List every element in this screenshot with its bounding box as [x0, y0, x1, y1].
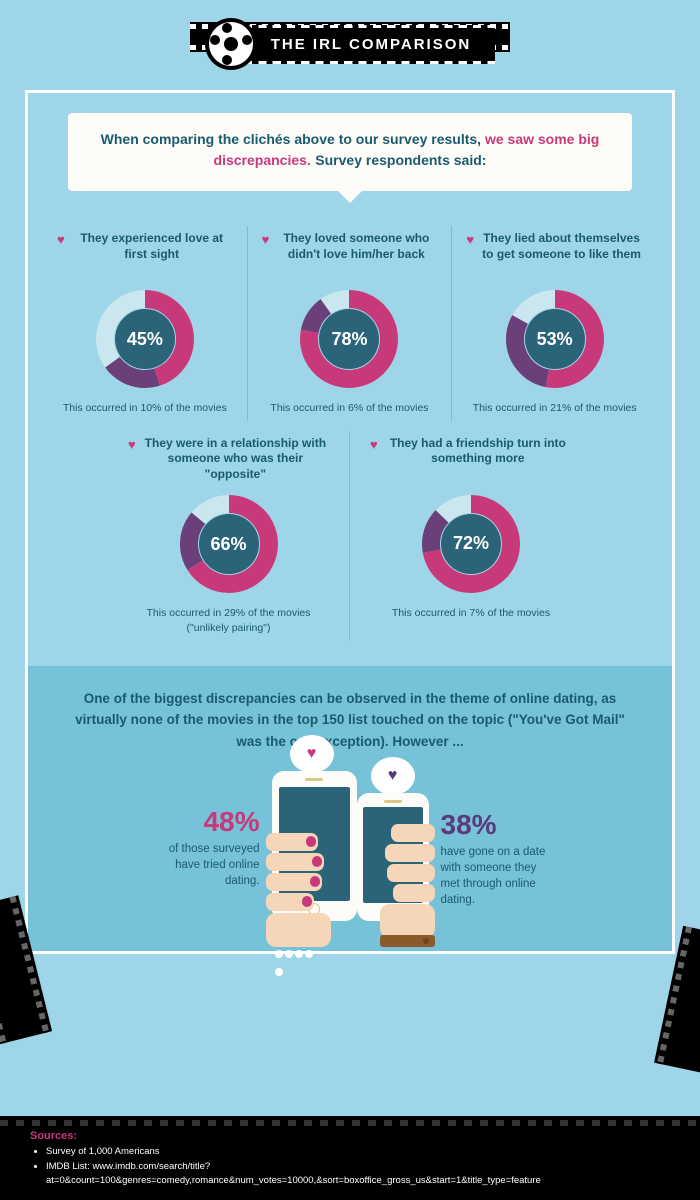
left-stat-text: of those surveyed have tried online dati… — [169, 843, 260, 887]
header: THE IRL COMPARISON — [0, 0, 700, 70]
heart-icon: ♥ — [466, 232, 474, 249]
stat-title: ♥They were in a relationship with someon… — [128, 436, 329, 483]
stats-row-2: ♥They were in a relationship with someon… — [28, 426, 672, 661]
sources-list: Survey of 1,000 AmericansIMDB List: www.… — [30, 1145, 670, 1188]
heart-icon: ♥ — [388, 767, 398, 785]
heart-bubble-right: ♥ — [371, 757, 415, 795]
left-stat-block: 48% of those surveyed have tried online … — [145, 771, 357, 921]
right-stat: 38% have gone on a date with someone the… — [441, 805, 556, 909]
donut-value: 53% — [525, 309, 585, 369]
stat-item: ♥They were in a relationship with someon… — [108, 431, 350, 641]
heart-icon: ♥ — [128, 437, 136, 454]
sources-footer: Sources: Survey of 1,000 AmericansIMDB L… — [0, 1116, 700, 1200]
bottom-text: One of the biggest discrepancies can be … — [68, 688, 632, 753]
page-title: THE IRL COMPARISON — [247, 25, 495, 64]
stat-footer: This occurred in 10% of the movies — [57, 401, 233, 416]
stat-footer: This occurred in 6% of the movies — [262, 401, 438, 416]
stat-footer: This occurred in 21% of the movies — [466, 401, 643, 416]
stat-item: ♥They had a friendship turn into somethi… — [350, 431, 592, 641]
sources-heading: Sources: — [30, 1130, 670, 1142]
phone-right: ♥ — [357, 793, 429, 921]
stat-item: ♥They lied about themselves to get someo… — [452, 226, 657, 421]
donut-value: 66% — [199, 514, 259, 574]
stats-row-1: ♥They experienced love at first sight 45… — [28, 211, 672, 426]
right-stat-text: have gone on a date with someone they me… — [441, 846, 546, 906]
donut-chart: 78% — [299, 289, 399, 389]
heart-icon: ♥ — [307, 745, 317, 763]
intro-box: When comparing the clichés above to our … — [68, 113, 632, 191]
phones-illustration: 48% of those surveyed have tried online … — [68, 771, 632, 921]
heart-icon: ♥ — [262, 232, 270, 249]
donut-chart: 72% — [421, 494, 521, 594]
intro-text-1: When comparing the clichés above to our … — [101, 131, 485, 147]
main-frame: When comparing the clichés above to our … — [25, 90, 675, 954]
donut-value: 45% — [115, 309, 175, 369]
donut-value: 72% — [441, 514, 501, 574]
heart-bubble-left: ♥ — [290, 735, 334, 773]
stat-item: ♥They loved someone who didn't love him/… — [248, 226, 453, 421]
stat-title: ♥They experienced love at first sight — [57, 231, 233, 277]
left-stat: 48% of those surveyed have tried online … — [145, 802, 260, 889]
heart-icon: ♥ — [370, 437, 378, 454]
stat-footer: This occurred in 29% of the movies ("unl… — [128, 606, 329, 635]
intro-text-2: Survey respondents said: — [315, 152, 486, 168]
donut-chart: 66% — [179, 494, 279, 594]
right-percent: 38% — [441, 805, 556, 844]
stat-item: ♥They experienced love at first sight 45… — [43, 226, 248, 421]
hand-right — [380, 824, 435, 947]
hand-left — [266, 833, 331, 947]
stat-footer: This occurred in 7% of the movies — [370, 606, 572, 621]
source-item: Survey of 1,000 Americans — [46, 1145, 670, 1159]
stat-title: ♥They lied about themselves to get someo… — [466, 231, 643, 277]
source-item: IMDB List: www.imdb.com/search/title?at=… — [46, 1160, 670, 1189]
film-reel-icon — [205, 18, 257, 70]
stat-title: ♥They had a friendship turn into somethi… — [370, 436, 572, 482]
heart-icon: ♥ — [57, 232, 65, 249]
bottom-section: One of the biggest discrepancies can be … — [28, 666, 672, 951]
stat-title: ♥They loved someone who didn't love him/… — [262, 231, 438, 277]
donut-chart: 45% — [95, 289, 195, 389]
right-stat-block: 38% have gone on a date with someone the… — [357, 793, 556, 921]
left-percent: 48% — [145, 802, 260, 841]
donut-chart: 53% — [505, 289, 605, 389]
phone-left: ♥ — [272, 771, 357, 921]
